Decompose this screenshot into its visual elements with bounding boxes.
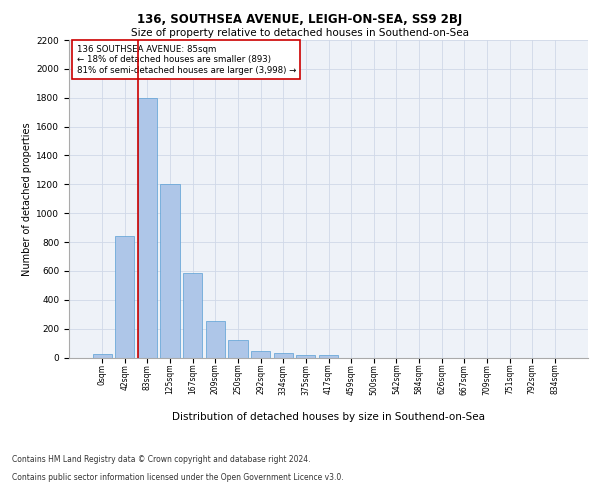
Text: Contains HM Land Registry data © Crown copyright and database right 2024.: Contains HM Land Registry data © Crown c…: [12, 455, 311, 464]
Bar: [251, 351, 270, 358]
Bar: [206, 320, 225, 358]
Text: 136, SOUTHSEA AVENUE, LEIGH-ON-SEA, SS9 2BJ: 136, SOUTHSEA AVENUE, LEIGH-ON-SEA, SS9 …: [137, 12, 463, 26]
Bar: [296, 356, 316, 358]
Bar: [229, 340, 248, 357]
Bar: [274, 353, 293, 358]
Y-axis label: Number of detached properties: Number of detached properties: [22, 122, 32, 276]
Text: Size of property relative to detached houses in Southend-on-Sea: Size of property relative to detached ho…: [131, 28, 469, 38]
Bar: [92, 354, 112, 358]
Bar: [138, 98, 157, 358]
Bar: [160, 184, 180, 358]
Bar: [183, 273, 202, 357]
Text: 136 SOUTHSEA AVENUE: 85sqm
← 18% of detached houses are smaller (893)
81% of sem: 136 SOUTHSEA AVENUE: 85sqm ← 18% of deta…: [77, 45, 296, 74]
Bar: [115, 236, 134, 358]
Text: Contains public sector information licensed under the Open Government Licence v3: Contains public sector information licen…: [12, 472, 344, 482]
Bar: [319, 356, 338, 358]
Text: Distribution of detached houses by size in Southend-on-Sea: Distribution of detached houses by size …: [172, 412, 485, 422]
